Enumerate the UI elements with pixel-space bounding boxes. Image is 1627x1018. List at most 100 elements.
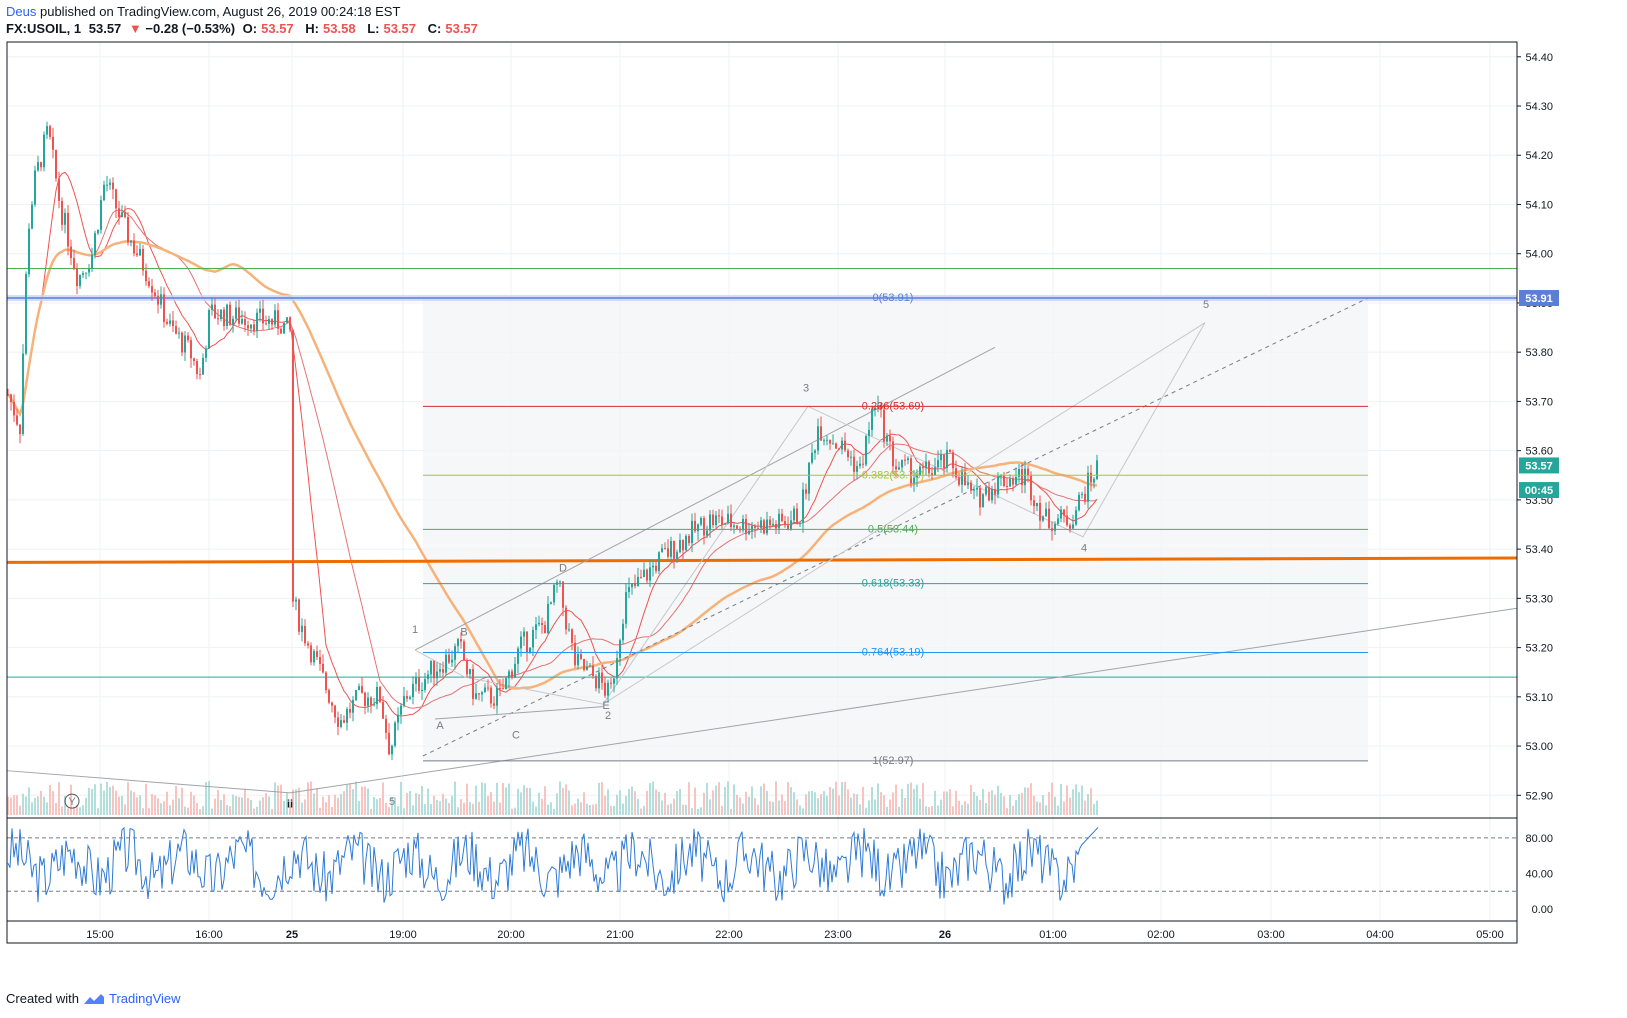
volume-bar (175, 785, 177, 815)
candle-body (802, 489, 804, 524)
volume-bar (604, 795, 606, 815)
candle-body (511, 671, 513, 678)
volume-bar (724, 786, 726, 815)
volume-bar (946, 791, 948, 815)
volume-bar (991, 790, 993, 815)
candle-body (463, 641, 465, 661)
volume-bar (841, 782, 843, 815)
candle-body (190, 340, 192, 359)
candle-body (10, 394, 12, 403)
candle-body (985, 487, 987, 495)
volume-bar (970, 784, 972, 815)
volume-bar (913, 788, 915, 815)
candle-body (574, 642, 576, 666)
volume-bar (358, 801, 360, 815)
wave-label: E (602, 700, 609, 712)
volume-bar (769, 801, 771, 815)
candle-body (649, 567, 651, 581)
volume-bar (619, 790, 621, 815)
candle-body (853, 456, 855, 472)
volume-bar (439, 801, 441, 815)
volume-bar (691, 808, 693, 815)
volume-bar (967, 803, 969, 815)
volume-bar (343, 791, 345, 815)
volume-bar (493, 801, 495, 815)
candle-body (901, 459, 903, 468)
volume-bar (28, 787, 30, 815)
candle-body (691, 520, 693, 544)
volume-bar (592, 804, 594, 815)
volume-bar (904, 798, 906, 815)
candle-body (628, 587, 630, 593)
y-tick-label: 53.30 (1525, 593, 1553, 605)
candle-body (844, 440, 846, 451)
volume-bar (628, 788, 630, 815)
candle-body (442, 669, 444, 673)
volume-bar (979, 799, 981, 815)
author-name[interactable]: Deus (6, 4, 37, 19)
candle-body (919, 466, 921, 476)
volume-bar (973, 792, 975, 815)
osc-tick-label: 40.00 (1525, 868, 1553, 880)
candle-body (664, 548, 666, 550)
candle-body (529, 647, 531, 653)
candle-body (772, 523, 774, 526)
volume-bar (475, 785, 477, 815)
volume-bar (313, 793, 315, 815)
candle-body (520, 636, 522, 649)
candle-body (328, 689, 330, 703)
candle-body (166, 321, 168, 324)
volume-bar (64, 795, 66, 815)
rsi-line (7, 826, 1099, 905)
volume-bar (184, 806, 186, 815)
volume-bar (925, 806, 927, 815)
volume-bar (568, 790, 570, 815)
candle-body (832, 443, 834, 445)
axes: 54.4054.3054.2054.1054.0053.9053.8053.70… (6, 41, 1559, 944)
volume-bar (223, 794, 225, 815)
candle-body (238, 307, 240, 324)
volume-bar (544, 786, 546, 815)
candle-body (316, 651, 318, 658)
candle-body (946, 449, 948, 469)
candle-body (1075, 510, 1077, 525)
volume-bar (502, 783, 504, 815)
volume-bar (1060, 784, 1062, 815)
candle-body (343, 720, 345, 723)
candle-body (565, 607, 567, 630)
candle-body (679, 539, 681, 553)
candle-body (229, 304, 231, 325)
candle-body (199, 374, 201, 376)
volume-bar (241, 797, 243, 815)
volume-bar (1081, 785, 1083, 815)
candle-body (430, 660, 432, 675)
volume-bar (76, 804, 78, 815)
volume-bar (262, 797, 264, 815)
candle-body (688, 535, 690, 544)
volume-bar (649, 783, 651, 815)
volume-bar (1069, 797, 1071, 815)
candle-body (448, 654, 450, 663)
volume-bar (1030, 783, 1032, 815)
candle-body (157, 296, 159, 305)
candle-body (103, 184, 105, 201)
candle-body (379, 686, 381, 702)
volume-bar (895, 784, 897, 815)
volume-bar (793, 792, 795, 815)
candle-body (997, 476, 999, 495)
wave-label: 3 (803, 383, 809, 395)
candle-body (814, 450, 816, 453)
volume-bar (643, 805, 645, 815)
candle-body (634, 583, 636, 586)
volume-bar (640, 808, 642, 815)
candle-body (427, 674, 429, 680)
volume-bar (667, 804, 669, 815)
candle-body (418, 677, 420, 691)
candle-body (241, 318, 243, 324)
volume-bar (583, 792, 585, 815)
volume-bar (307, 782, 309, 815)
tradingview-brand-link[interactable]: TradingView (108, 991, 181, 1006)
volume-bar (154, 795, 156, 815)
volume-bar (490, 792, 492, 815)
